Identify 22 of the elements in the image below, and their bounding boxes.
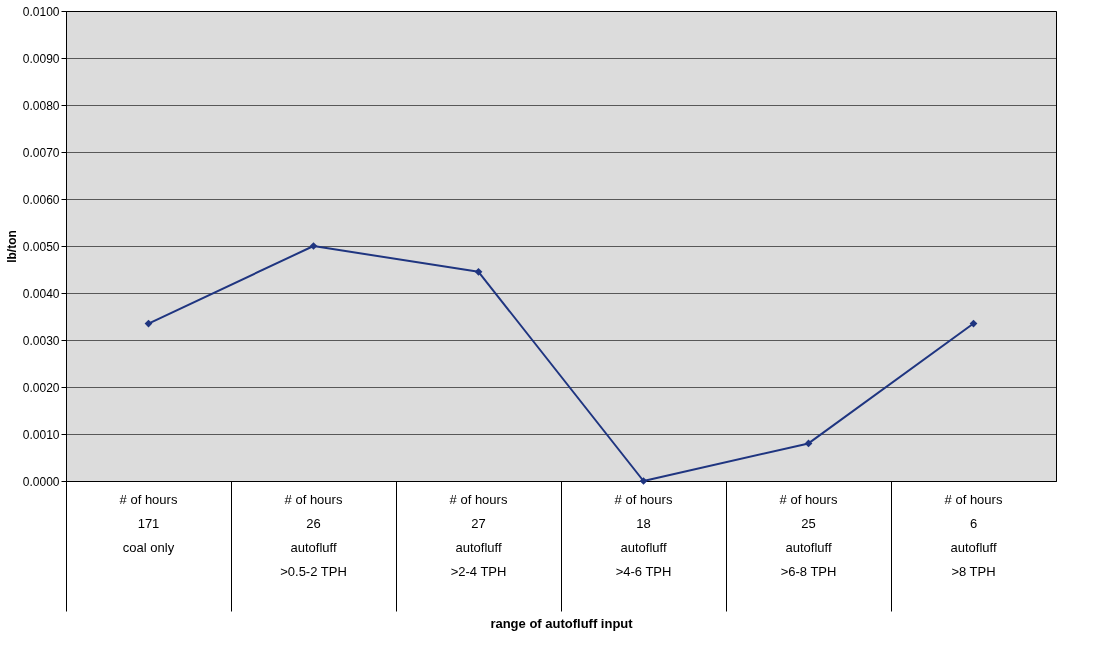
y-tick-label: 0.0000 xyxy=(22,474,60,489)
y-axis-title: lb/ton xyxy=(4,230,19,263)
y-tick-label: 0.0050 xyxy=(22,239,60,254)
x-tick-label: # of hours 6 autofluff >8 TPH xyxy=(944,491,1003,579)
y-tick-label: 0.0040 xyxy=(22,286,60,301)
y-tick-label: 0.0090 xyxy=(22,51,60,66)
x-tick-label: # of hours 26 autofluff >0.5-2 TPH xyxy=(280,491,347,579)
x-tick-label: # of hours 18 autofluff >4-6 TPH xyxy=(614,491,673,579)
x-axis-title: range of autofluff input xyxy=(490,616,634,631)
y-tick-label: 0.0060 xyxy=(22,192,60,207)
x-tick-label: # of hours 171 coal only xyxy=(119,491,178,555)
point xyxy=(474,267,483,276)
y-tick-label: 0.0100 xyxy=(22,4,60,19)
y-tick-label: 0.0010 xyxy=(22,427,60,442)
y-tick-label: 0.0020 xyxy=(22,380,60,395)
point xyxy=(639,477,648,485)
point xyxy=(309,242,318,250)
y-tick-label: 0.0070 xyxy=(22,145,60,160)
x-tick-label: # of hours 25 autofluff >6-8 TPH xyxy=(779,491,838,579)
y-tick-label: 0.0030 xyxy=(22,333,60,348)
x-tick-label: # of hours 27 autofluff >2-4 TPH xyxy=(449,491,508,579)
y-tick-label: 0.0080 xyxy=(22,98,60,113)
